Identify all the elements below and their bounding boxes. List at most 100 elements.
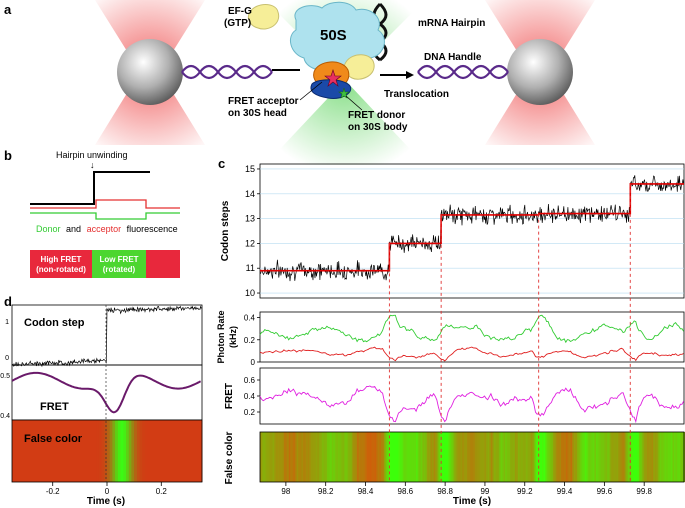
false-color-cell [502, 432, 505, 482]
false-color-cell [553, 432, 556, 482]
false-color-cell [600, 432, 603, 482]
false-color-cell [290, 432, 293, 482]
time-tick-label: 98 [281, 487, 290, 496]
false-color-cell [317, 432, 320, 482]
false-color-cell [373, 432, 376, 482]
false-color-cell [672, 432, 675, 482]
aligned-false-color-cell [180, 420, 184, 482]
false-color-cell [465, 432, 468, 482]
false-color-cell [533, 432, 537, 482]
false-color-cell [398, 432, 401, 482]
false-color-cell [454, 432, 457, 482]
false-color-cell [447, 432, 451, 482]
aligned-false-color-cell [147, 420, 151, 482]
false-color-cell [666, 432, 669, 482]
false-color-cell [500, 432, 503, 482]
false-color-cell [576, 432, 580, 482]
false-color-cell [436, 432, 439, 482]
aligned-false-color-cell [161, 420, 165, 482]
false-color-cell [312, 432, 315, 482]
aligned-time-tick-label: 0 [105, 487, 110, 496]
aligned-false-color-cell [88, 420, 92, 482]
donor-pointer [345, 95, 363, 111]
aligned-false-color-cell [191, 420, 195, 482]
aligned-false-color-cell [120, 420, 124, 482]
label-translocation: Translocation [384, 89, 449, 100]
false-color-cell [393, 432, 396, 482]
false-color-cell [266, 432, 269, 482]
efg-shape [247, 4, 280, 30]
false-color-cell [498, 432, 502, 482]
false-color-cell [293, 432, 296, 482]
hairpin-arrow-icon: ↓ [90, 160, 95, 170]
high-fret-box [30, 250, 92, 278]
aligned-false-color-cell [20, 420, 24, 482]
false-color-cell [551, 432, 554, 482]
false-color-cell [538, 432, 541, 482]
aligned-false-color-cell [39, 420, 43, 482]
false-color-cell [490, 432, 494, 482]
false-color-cell [604, 432, 607, 482]
time-axis-ticks: 98 98.2 98.4 98.6 98.8 99 99.2 99.4 99.6 99.8 [281, 482, 653, 496]
false-color-cell [427, 432, 430, 482]
false-color-cell [287, 432, 290, 482]
low-fret-label-1: Low FRET [99, 255, 138, 264]
false-color-cell [341, 432, 344, 482]
false-color-cell [463, 432, 466, 482]
panel-c: c 10 11 12 13 14 15 Codon steps 0 0.2 0.4 Photo… [216, 156, 685, 507]
false-color-cell [382, 432, 385, 482]
false-color-cell [653, 432, 656, 482]
false-color-cell [584, 432, 588, 482]
false-color-cell [624, 432, 627, 482]
false-color-cell [495, 432, 498, 482]
aligned-false-color-cell [79, 420, 84, 482]
codon-tick-1: 1 [5, 319, 9, 326]
false-color-cell [449, 432, 452, 482]
false-color-cell [680, 432, 683, 482]
time-tick-label: 99.4 [557, 487, 573, 496]
aligned-false-color-cell [155, 420, 160, 482]
aligned-false-color-cell [22, 420, 27, 482]
bead-left [117, 39, 183, 105]
aligned-false-color-cell [153, 420, 157, 482]
false-color-cell [473, 432, 476, 482]
false-color-cell [545, 432, 548, 482]
photon-ylabel-1: Photon Rate [216, 311, 226, 364]
false-color-cell [611, 432, 615, 482]
false-color-cell [387, 432, 390, 482]
fret-ytick-label: 0.4 [244, 392, 256, 401]
false-color-cell [349, 432, 352, 482]
time-tick-label: 98.8 [437, 487, 453, 496]
aligned-false-color-cell [44, 420, 48, 482]
false-color-cell [344, 432, 347, 482]
false-color-cell [619, 432, 623, 482]
false-color-cell [602, 432, 605, 482]
false-color-cell [591, 432, 594, 482]
false-color-cell [546, 432, 549, 482]
false-color-cell [674, 432, 677, 482]
false-color-cell [272, 432, 275, 482]
false-color-cell [322, 432, 325, 482]
false-color-cell [503, 432, 506, 482]
false-color-cell [599, 432, 602, 482]
photon-ytick-label: 0 [251, 358, 256, 367]
false-color-cell [342, 432, 345, 482]
false-color-cell [581, 432, 584, 482]
false-color-cell [404, 432, 408, 482]
false-color-cell [363, 432, 366, 482]
false-color-cell [275, 432, 279, 482]
aligned-false-color-cell [93, 420, 97, 482]
fret-trace [259, 385, 684, 424]
false-color-cell [489, 432, 492, 482]
high-fret-label-1: High FRET [41, 255, 82, 264]
false-color-cell [274, 432, 277, 482]
false-color-cell [467, 432, 470, 482]
false-color-cell [548, 432, 551, 482]
false-color-cell [468, 432, 471, 482]
aligned-false-color-cell [109, 420, 113, 482]
false-color-cell [428, 432, 431, 482]
fret-plot-yticks: 0.2 0.4 0.6 [244, 376, 260, 417]
time-tick-label: 99 [480, 487, 489, 496]
false-color-cell [333, 432, 336, 482]
false-color-cell [511, 432, 514, 482]
